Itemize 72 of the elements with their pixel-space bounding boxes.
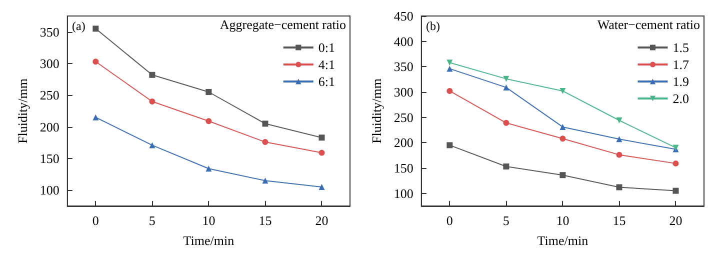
y-tick-label: 250 [40, 88, 60, 103]
point [672, 188, 679, 194]
y-tick-label: 200 [394, 135, 414, 150]
x-tick-label: 5 [148, 213, 156, 228]
annotation: (b) [426, 19, 440, 33]
x-tick-label: 5 [502, 213, 510, 228]
legend-label: 4:1 [318, 57, 336, 72]
point [206, 89, 212, 95]
point [149, 142, 156, 148]
point [206, 118, 212, 124]
point [560, 136, 566, 142]
y-tick-label: 350 [40, 24, 60, 40]
y-tick-label: 150 [40, 151, 60, 166]
annotation: (a) [72, 19, 86, 33]
point [318, 184, 325, 190]
point [446, 66, 453, 72]
point [503, 163, 510, 170]
y-tick-label: 350 [394, 59, 414, 74]
legend-label: 1.9 [672, 74, 689, 89]
y-tick-label: 150 [394, 160, 414, 176]
point [616, 117, 622, 124]
point [92, 26, 99, 32]
point [318, 134, 325, 141]
point [92, 114, 99, 120]
point [92, 58, 99, 65]
x-axis-title: Time/min [183, 233, 235, 248]
point [206, 166, 212, 172]
y-tick-label: 100 [40, 182, 60, 198]
point [503, 76, 510, 82]
point [616, 152, 622, 158]
point [446, 142, 453, 148]
x-tick-label: 10 [556, 213, 570, 228]
legend-label: 1.5 [672, 40, 689, 55]
point [262, 120, 268, 127]
x-tick-label: 0 [446, 213, 453, 228]
point [446, 60, 453, 66]
y-axis-title: Fluidity/mm [15, 78, 30, 144]
legend-title: Water−cement ratio [597, 17, 700, 32]
point [616, 184, 622, 190]
point [560, 88, 566, 94]
legend-label: 6:1 [318, 74, 336, 89]
y-tick-label: 100 [394, 186, 414, 201]
point [262, 178, 268, 184]
point [149, 72, 156, 78]
point [262, 139, 268, 146]
legend-label: 0:1 [318, 40, 336, 55]
point [503, 120, 510, 126]
x-tick-label: 0 [92, 213, 99, 228]
y-tick-label: 250 [394, 110, 414, 125]
legend-label: 2.0 [672, 91, 689, 106]
point [560, 172, 566, 178]
y-tick-label: 450 [394, 8, 414, 24]
x-tick-label: 20 [669, 213, 682, 228]
y-tick-label: 400 [394, 34, 414, 49]
x-tick-label: 20 [315, 213, 328, 228]
y-tick-label: 300 [40, 56, 60, 71]
point [560, 124, 566, 130]
x-tick-label: 15 [612, 213, 626, 228]
point [672, 160, 679, 166]
point [503, 84, 510, 90]
y-axis-title: Fluidity/mm [369, 78, 384, 144]
point [318, 150, 325, 156]
legend-label: 1.7 [672, 57, 690, 72]
point [616, 136, 622, 142]
y-tick-label: 200 [40, 119, 60, 134]
y-tick-label: 300 [394, 84, 414, 100]
point [446, 88, 453, 94]
legend-title: Aggregate−cement ratio [220, 17, 346, 32]
x-tick-label: 10 [202, 213, 216, 228]
x-axis-title: Time/min [537, 233, 589, 248]
x-tick-label: 15 [258, 213, 272, 228]
point [149, 98, 156, 104]
